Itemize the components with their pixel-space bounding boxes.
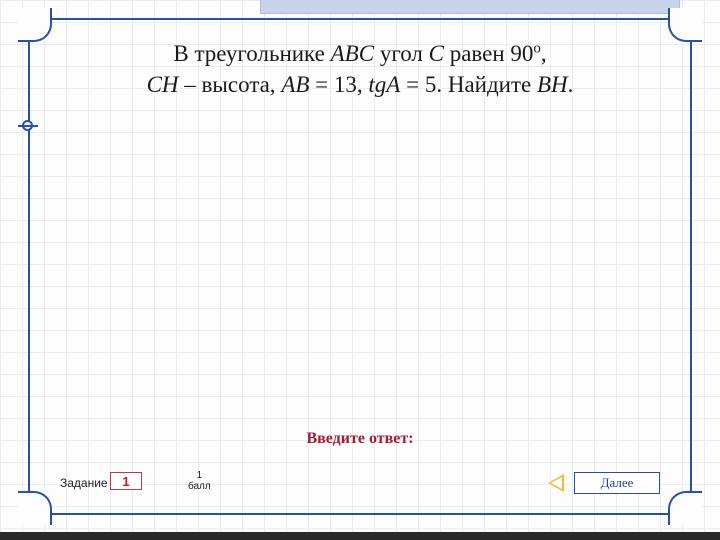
problem-line1-degree: o [533,40,540,56]
problem-line1-comma: , [541,41,547,66]
bottom-shadow [0,532,720,540]
problem-line2-eq13: = 13, [309,72,368,97]
problem-line1-plain2: угол [374,41,429,66]
problem-line1-plain3: равен 90 [444,41,533,66]
top-accent-strip [260,0,680,14]
points-value: 1 [197,470,203,481]
answer-prompt: Введите ответ: [0,430,720,448]
frame-corner-bl [18,491,52,525]
problem-line1-c: C [429,41,444,66]
problem-line1-plain1: В треугольнике [173,41,330,66]
task-number-badge: 1 [110,472,142,490]
footer-bar: Задание 1 1 балл Далее [60,470,660,500]
problem-text: В треугольнике ABC угол C равен 90o, CH … [60,38,660,100]
problem-line2-ch: CH [147,72,179,97]
problem-line2-eq5: = 5. Найдите [400,72,537,97]
problem-line1-abc: ABC [331,41,374,66]
frame-corner-tr [668,8,702,42]
problem-line2-tga: tgA [368,72,400,97]
points-unit: балл [188,481,211,492]
frame-corner-br [668,491,702,525]
back-arrow-icon[interactable] [548,474,564,492]
problem-line2-ab: AB [281,72,309,97]
problem-line2-bh: BH [537,72,568,97]
problem-line2-period: . [568,72,574,97]
points-label: 1 балл [188,471,211,492]
task-label: Задание [60,476,108,490]
frame-ornament-left [22,120,33,131]
next-button[interactable]: Далее [574,472,660,494]
problem-line2-plain1: – высота, [179,72,282,97]
